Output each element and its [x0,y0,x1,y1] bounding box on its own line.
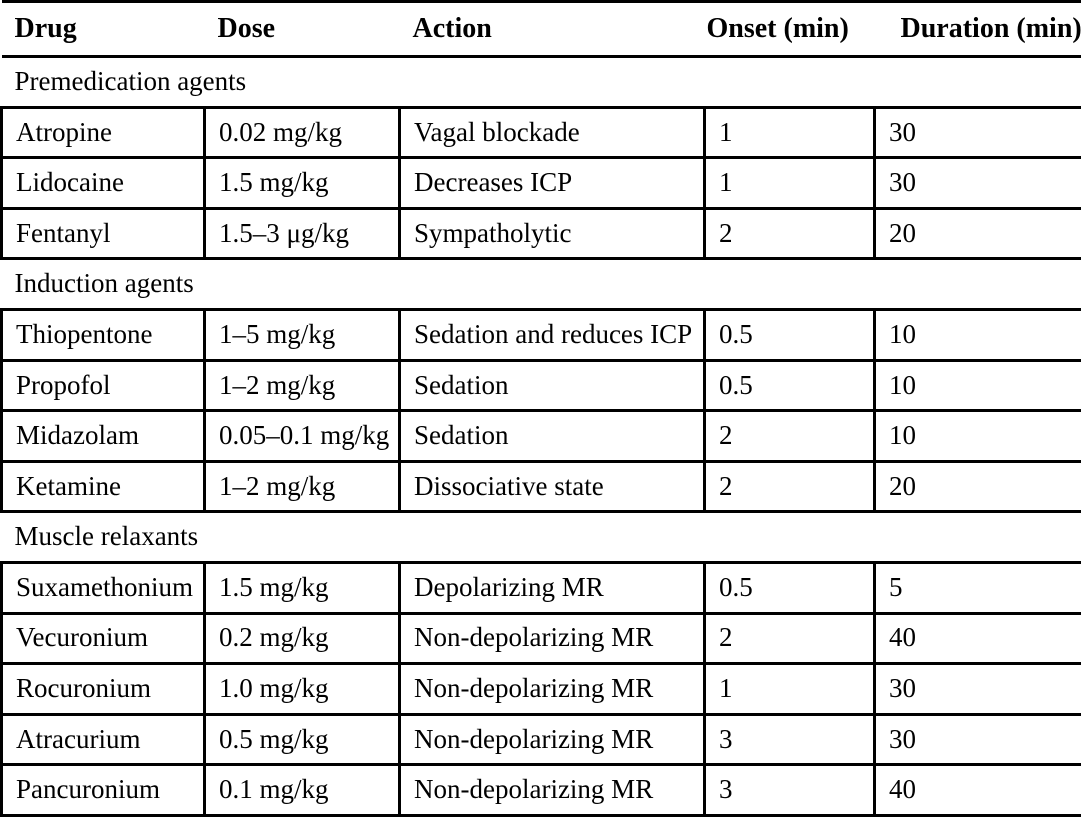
cell-drug: Pancuronium [0,763,206,817]
table-row: Fentanyl 1.5–3 μg/kg Sympatholytic 2 20 [0,206,1081,261]
cell-action: Sedation [398,409,706,463]
cell-action: Depolarizing MR [398,560,706,615]
table-row: Suxamethonium 1.5 mg/kg Depolarizing MR … [0,560,1081,615]
cell-drug: Ketamine [0,459,206,514]
cell-duration: 10 [873,409,1081,463]
table-row: Vecuronium 0.2 mg/kg Non-depolarizing MR… [0,611,1081,666]
cell-onset: 2 [703,459,876,514]
cell-onset: 3 [703,763,876,817]
cell-onset: 3 [703,712,876,767]
cell-onset: 1 [703,105,876,160]
cell-duration: 30 [873,156,1081,210]
column-header-dose: Dose [204,0,400,58]
table-row: Lidocaine 1.5 mg/kg Decreases ICP 1 30 [0,156,1081,210]
cell-dose: 1.0 mg/kg [203,662,401,716]
cell-duration: 30 [873,105,1081,160]
table-row: Pancuronium 0.1 mg/kg Non-depolarizing M… [0,763,1081,817]
cell-duration: 30 [873,712,1081,767]
cell-dose: 1.5 mg/kg [203,156,401,210]
cell-drug: Suxamethonium [0,560,206,615]
table-row: Thiopentone 1–5 mg/kg Sedation and reduc… [0,307,1081,362]
cell-duration: 40 [873,763,1081,817]
cell-action: Non-depolarizing MR [398,662,706,716]
cell-duration: 5 [873,560,1081,615]
column-header-action: Action [399,0,705,58]
cell-action: Non-depolarizing MR [398,712,706,767]
cell-dose: 0.02 mg/kg [203,105,401,160]
cell-dose: 0.05–0.1 mg/kg [203,409,401,463]
table-row: Atracurium 0.5 mg/kg Non-depolarizing MR… [0,712,1081,767]
cell-drug: Atropine [0,105,206,160]
table-row: Midazolam 0.05–0.1 mg/kg Sedation 2 10 [0,409,1081,463]
cell-dose: 1.5 mg/kg [203,560,401,615]
cell-dose: 1–2 mg/kg [203,459,401,514]
cell-dose: 0.1 mg/kg [203,763,401,817]
cell-duration: 20 [873,459,1081,514]
cell-onset: 0.5 [703,307,876,362]
cell-onset: 2 [703,206,876,261]
cell-drug: Atracurium [0,712,206,767]
cell-drug: Midazolam [0,409,206,463]
cell-duration: 10 [873,307,1081,362]
cell-onset: 0.5 [703,560,876,615]
cell-action: Sedation [398,358,706,413]
cell-dose: 0.2 mg/kg [203,611,401,666]
cell-drug: Thiopentone [0,307,206,362]
table-row: Propofol 1–2 mg/kg Sedation 0.5 10 [0,358,1081,413]
cell-dose: 1–2 mg/kg [203,358,401,413]
section-header-row: Induction agents [1,257,1081,311]
section-title: Induction agents [1,257,1081,311]
table-row: Rocuronium 1.0 mg/kg Non-depolarizing MR… [0,662,1081,716]
section-header-row: Muscle relaxants [1,510,1081,564]
cell-drug: Vecuronium [0,611,206,666]
column-header-duration: Duration (min) [874,0,1081,58]
cell-duration: 30 [873,662,1081,716]
cell-duration: 20 [873,206,1081,261]
cell-dose: 0.5 mg/kg [203,712,401,767]
cell-drug: Fentanyl [0,206,206,261]
cell-onset: 1 [703,156,876,210]
cell-action: Vagal blockade [398,105,706,160]
cell-dose: 1–5 mg/kg [203,307,401,362]
section-header-row: Premedication agents [1,55,1081,109]
cell-action: Non-depolarizing MR [398,611,706,666]
table-row: Ketamine 1–2 mg/kg Dissociative state 2 … [0,459,1081,514]
cell-onset: 1 [703,662,876,716]
cell-drug: Lidocaine [0,156,206,210]
cell-action: Decreases ICP [398,156,706,210]
cell-action: Non-depolarizing MR [398,763,706,817]
cell-drug: Rocuronium [0,662,206,716]
section-title: Premedication agents [1,55,1081,109]
cell-onset: 2 [703,409,876,463]
cell-duration: 10 [873,358,1081,413]
column-header-drug: Drug [1,0,205,58]
cell-action: Sympatholytic [398,206,706,261]
cell-action: Sedation and reduces ICP [398,307,706,362]
column-header-onset: Onset (min) [704,0,875,58]
cell-duration: 40 [873,611,1081,666]
cell-onset: 2 [703,611,876,666]
table-row: Atropine 0.02 mg/kg Vagal blockade 1 30 [0,105,1081,160]
cell-onset: 0.5 [703,358,876,413]
section-title: Muscle relaxants [1,510,1081,564]
cell-drug: Propofol [0,358,206,413]
cell-dose: 1.5–3 μg/kg [203,206,401,261]
cell-action: Dissociative state [398,459,706,514]
header-row: Drug Dose Action Onset (min) Duration (m… [1,0,1081,58]
